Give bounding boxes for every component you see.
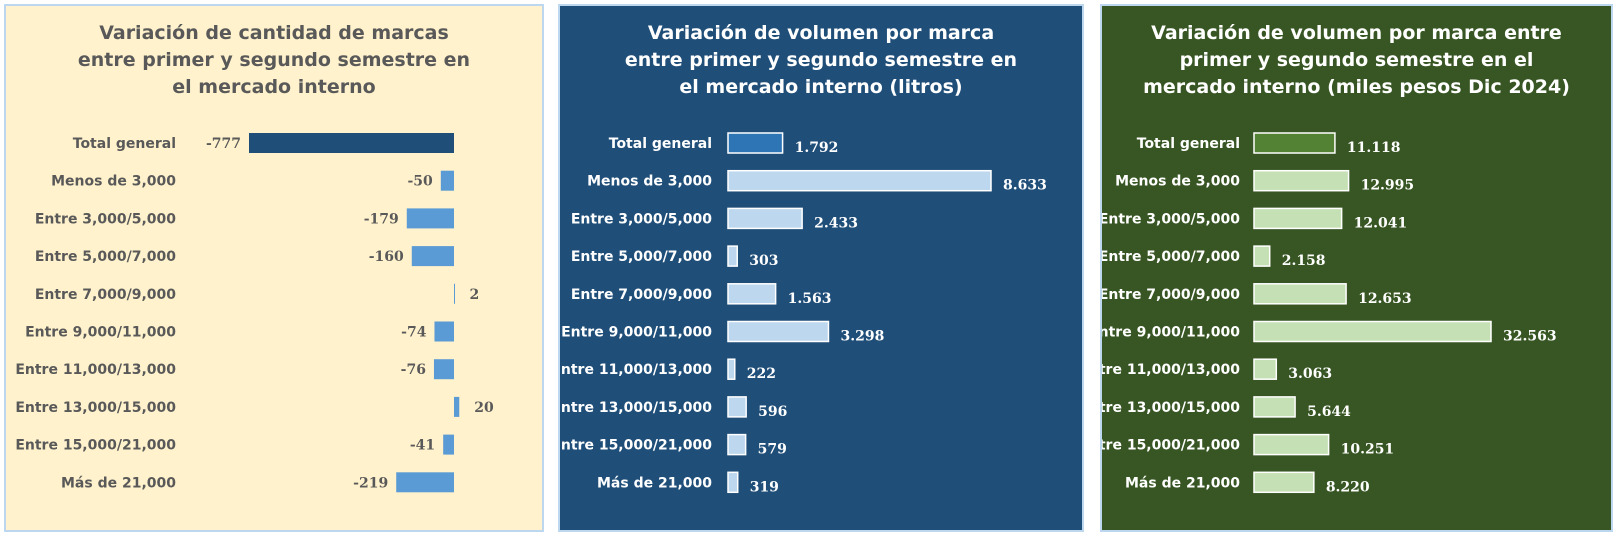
bar-entre-13-000-15-000 bbox=[1253, 396, 1296, 418]
bar-entre-3-000-5-000 bbox=[727, 207, 803, 230]
value-label-entre-7-000-9-000: 12.653 bbox=[1358, 291, 1412, 307]
value-label-entre-15-000-21-000: -41 bbox=[410, 438, 435, 454]
bar-mas-de-21-000 bbox=[727, 471, 739, 494]
bar-entre-5-000-7-000 bbox=[727, 245, 738, 267]
category-label-entre-7-000-9-000: Entre 7,000/9,000 bbox=[1102, 287, 1240, 303]
value-label-entre-5-000-7-000: 303 bbox=[749, 253, 778, 269]
value-label-mas-de-21-000: -219 bbox=[353, 475, 388, 491]
value-label-mas-de-21-000: 319 bbox=[750, 479, 779, 495]
category-label-total-general: Total general bbox=[609, 136, 712, 152]
bar-entre-9-000-11-000 bbox=[1253, 320, 1492, 343]
category-label-entre-11-000-13-000: Entre 11,000/13,000 bbox=[15, 362, 176, 378]
bar-total-general bbox=[249, 133, 454, 153]
category-label-entre-3-000-5-000: Entre 3,000/5,000 bbox=[571, 211, 712, 227]
category-label-menos-de-3-000: Menos de 3,000 bbox=[51, 174, 176, 190]
category-label-entre-13-000-15-000: Entre 13,000/15,000 bbox=[15, 400, 176, 416]
category-label-entre-3-000-5-000: Entre 3,000/5,000 bbox=[35, 211, 176, 227]
category-label-entre-5-000-7-000: Entre 5,000/7,000 bbox=[1102, 249, 1240, 265]
bar-entre-5-000-7-000 bbox=[1253, 245, 1271, 267]
bar-menos-de-3-000 bbox=[727, 169, 992, 192]
bar-mas-de-21-000 bbox=[396, 472, 454, 493]
bar-mas-de-21-000 bbox=[1253, 471, 1315, 494]
chart-panel-volume-pesos: Variación de volumen por marca entre pri… bbox=[1100, 4, 1613, 532]
bar-entre-7-000-9-000 bbox=[1253, 283, 1347, 305]
bar-entre-5-000-7-000 bbox=[411, 246, 454, 267]
category-label-mas-de-21-000: Más de 21,000 bbox=[61, 475, 176, 491]
bar-total-general bbox=[727, 132, 784, 154]
bar-total-general bbox=[1253, 132, 1336, 154]
value-label-total-general: 1.792 bbox=[795, 140, 839, 156]
bar-entre-9-000-11-000 bbox=[727, 320, 830, 343]
chart-panel-volume-liters: Variación de volumen por marca entre pri… bbox=[558, 4, 1084, 532]
bar-entre-9-000-11-000 bbox=[434, 321, 454, 342]
bar-entre-15-000-21-000 bbox=[727, 433, 747, 456]
category-label-entre-13-000-15-000: Entre 13,000/15,000 bbox=[1102, 400, 1240, 416]
value-label-entre-13-000-15-000: 20 bbox=[474, 400, 494, 416]
bar-entre-15-000-21-000 bbox=[1253, 433, 1330, 456]
bar-entre-11-000-13-000 bbox=[727, 358, 736, 380]
bar-entre-7-000-9-000 bbox=[454, 283, 455, 304]
value-label-mas-de-21-000: 8.220 bbox=[1326, 479, 1370, 495]
category-label-total-general: Total general bbox=[1137, 136, 1240, 152]
value-label-total-general: 11.118 bbox=[1347, 140, 1401, 156]
category-label-entre-9-000-11-000: Entre 9,000/11,000 bbox=[561, 325, 712, 341]
bar-menos-de-3-000 bbox=[1253, 169, 1350, 192]
bar-entre-11-000-13-000 bbox=[1253, 358, 1278, 380]
chart-title: Variación de cantidad de marcas entre pr… bbox=[77, 22, 471, 98]
bar-entre-13-000-15-000 bbox=[727, 396, 747, 418]
category-label-entre-5-000-7-000: Entre 5,000/7,000 bbox=[571, 249, 712, 265]
category-label-total-general: Total general bbox=[73, 136, 176, 152]
value-label-entre-9-000-11-000: -74 bbox=[401, 325, 427, 341]
value-label-entre-3-000-5-000: 2.433 bbox=[814, 215, 858, 231]
category-label-entre-15-000-21-000: Entre 15,000/21,000 bbox=[1102, 438, 1240, 454]
value-label-entre-5-000-7-000: -160 bbox=[369, 249, 404, 265]
category-label-entre-15-000-21-000: Entre 15,000/21,000 bbox=[560, 438, 712, 454]
value-label-entre-3-000-5-000: -179 bbox=[364, 211, 399, 227]
volume-pesos-chart: Total general 11.118 Menos de 3,000 12.995 E… bbox=[1102, 132, 1557, 495]
bar-entre-7-000-9-000 bbox=[727, 283, 777, 305]
value-label-entre-11-000-13-000: 3.063 bbox=[1288, 366, 1332, 382]
category-label-entre-3-000-5-000: Entre 3,000/5,000 bbox=[1102, 211, 1240, 227]
category-label-menos-de-3-000: Menos de 3,000 bbox=[1115, 174, 1240, 190]
value-label-entre-15-000-21-000: 10.251 bbox=[1341, 442, 1395, 458]
value-label-entre-3-000-5-000: 12.041 bbox=[1354, 215, 1408, 231]
value-label-entre-15-000-21-000: 579 bbox=[758, 442, 787, 458]
bar-entre-3-000-5-000 bbox=[1253, 207, 1343, 230]
value-label-entre-9-000-11-000: 3.298 bbox=[840, 329, 884, 345]
value-label-entre-7-000-9-000: 1.563 bbox=[788, 291, 832, 307]
category-label-entre-11-000-13-000: Entre 11,000/13,000 bbox=[1102, 362, 1240, 378]
bar-entre-15-000-21-000 bbox=[443, 434, 454, 455]
category-label-entre-5-000-7-000: Entre 5,000/7,000 bbox=[35, 249, 176, 265]
value-label-menos-de-3-000: 12.995 bbox=[1361, 178, 1415, 194]
brand-count-chart: Total general -777 Menos de 3,000 -50 Entre … bbox=[15, 133, 494, 493]
category-label-entre-7-000-9-000: Entre 7,000/9,000 bbox=[35, 287, 176, 303]
value-label-entre-13-000-15-000: 5.644 bbox=[1307, 404, 1351, 420]
value-label-total-general: -777 bbox=[206, 136, 241, 152]
volume-liters-chart: Total general 1.792 Menos de 3,000 8.633 Ent… bbox=[560, 132, 1047, 495]
bar-entre-3-000-5-000 bbox=[406, 208, 454, 229]
bar-menos-de-3-000 bbox=[440, 170, 454, 191]
category-label-entre-15-000-21-000: Entre 15,000/21,000 bbox=[15, 438, 176, 454]
value-label-entre-5-000-7-000: 2.158 bbox=[1282, 253, 1326, 269]
value-label-menos-de-3-000: -50 bbox=[408, 174, 434, 190]
category-label-mas-de-21-000: Más de 21,000 bbox=[597, 475, 712, 491]
chart-panel-brand-count: Variación de cantidad de marcas entre pr… bbox=[4, 4, 544, 532]
category-label-menos-de-3-000: Menos de 3,000 bbox=[587, 174, 712, 190]
value-label-entre-7-000-9-000: 2 bbox=[470, 287, 480, 303]
category-label-entre-7-000-9-000: Entre 7,000/9,000 bbox=[571, 287, 712, 303]
category-label-mas-de-21-000: Más de 21,000 bbox=[1125, 475, 1240, 491]
bar-entre-13-000-15-000 bbox=[454, 396, 460, 417]
category-label-entre-13-000-15-000: Entre 13,000/15,000 bbox=[560, 400, 712, 416]
chart-title: Variación de volumen por marca entre pri… bbox=[1143, 22, 1570, 98]
category-label-entre-9-000-11-000: Entre 9,000/11,000 bbox=[1102, 325, 1240, 341]
value-label-entre-11-000-13-000: 222 bbox=[747, 366, 776, 382]
value-label-entre-9-000-11-000: 32.563 bbox=[1503, 329, 1557, 345]
value-label-menos-de-3-000: 8.633 bbox=[1003, 178, 1047, 194]
bar-entre-11-000-13-000 bbox=[433, 359, 454, 380]
category-label-entre-11-000-13-000: Entre 11,000/13,000 bbox=[560, 362, 712, 378]
value-label-entre-11-000-13-000: -76 bbox=[401, 362, 426, 378]
chart-title: Variación de volumen por marca entre pri… bbox=[624, 22, 1018, 98]
value-label-entre-13-000-15-000: 596 bbox=[758, 404, 787, 420]
category-label-entre-9-000-11-000: Entre 9,000/11,000 bbox=[25, 325, 176, 341]
